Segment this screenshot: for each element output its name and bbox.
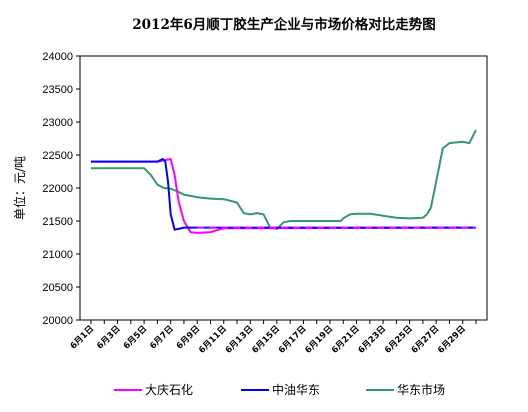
plot-area (79, 55, 488, 321)
x-tick-label: 6月3日 (95, 324, 122, 351)
y-tick-label: 22500 (42, 150, 73, 162)
y-tick-label: 20500 (42, 282, 73, 294)
x-tick-label: 6月15日 (250, 324, 282, 356)
y-axis-label: 单位：元/吨 (12, 156, 27, 220)
y-tick-label: 21500 (42, 216, 73, 228)
x-tick-label: 6月29日 (436, 324, 468, 356)
x-tick-label: 6月5日 (122, 324, 149, 351)
y-tick-label: 20000 (42, 315, 73, 327)
y-tick-label: 24000 (42, 51, 73, 63)
x-tick-label: 6月23日 (357, 324, 389, 356)
series-line-2 (91, 129, 477, 230)
x-tick-label: 6月11日 (197, 324, 229, 356)
legend: 大庆石化 中油华东 华东市场 (114, 382, 445, 397)
y-tick-label: 22000 (42, 183, 73, 195)
x-tick-label: 6月21日 (330, 324, 362, 356)
x-tick-label: 6月13日 (224, 324, 256, 356)
x-tick-label: 6月27日 (410, 324, 442, 356)
y-tick-label: 21000 (42, 249, 73, 261)
chart-title: 2012年6月顺丁胶生产企业与市场价格对比走势图 (132, 16, 435, 33)
x-tick-label: 6月1日 (69, 324, 96, 351)
series-line-1 (91, 158, 476, 231)
legend-label: 华东市场 (397, 382, 445, 397)
x-tick-label: 6月19日 (303, 324, 335, 356)
legend-label: 大庆石化 (145, 383, 193, 397)
y-axis: 20000 20500 21000 21500 22000 22500 23000 23500… (42, 51, 80, 327)
series-lines (91, 129, 477, 234)
legend-label: 中油华东 (272, 382, 320, 397)
x-tick-label: 6月25日 (383, 324, 415, 356)
x-tick-label: 6月7日 (148, 324, 175, 351)
x-axis: 6月1日 6月3日 6月5日 6月7日 6月9日6月11日6月13日6月15日6月17日… (69, 320, 477, 356)
y-tick-label: 23000 (42, 117, 73, 129)
x-tick-label: 6月17日 (277, 324, 309, 356)
y-tick-label: 23500 (42, 84, 73, 96)
